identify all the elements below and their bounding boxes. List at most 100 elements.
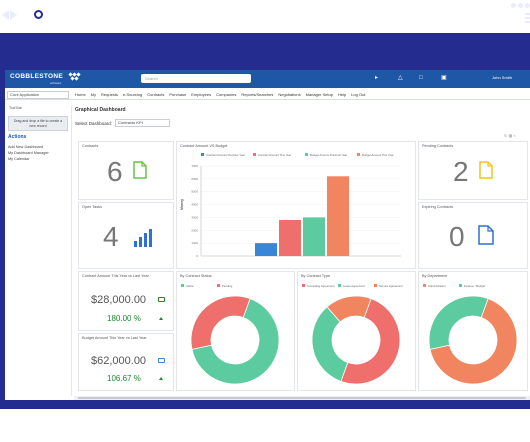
message-icon[interactable]: □ bbox=[419, 75, 423, 81]
main-menu: Home My Requests e-Sourcing Contracts Purchas… bbox=[75, 92, 370, 97]
window-dot-icon bbox=[518, 3, 523, 8]
menu-item[interactable]: Log Out bbox=[351, 92, 366, 97]
legend-swatch bbox=[305, 153, 308, 156]
sidebar-link-add-dashboard[interactable]: Add New Dashboard bbox=[8, 145, 44, 149]
legend-label: Lease Agreement bbox=[343, 284, 365, 288]
document-icon bbox=[478, 225, 494, 245]
bar-chart: Contract Amount Previous Year Contract Am… bbox=[180, 153, 401, 258]
menu-item[interactable]: Companies bbox=[216, 92, 237, 97]
bar bbox=[279, 220, 301, 256]
menu-hamburger-icon[interactable] bbox=[525, 17, 530, 19]
menu-item[interactable]: e-Sourcing bbox=[122, 92, 143, 97]
user-name[interactable]: John Smith bbox=[492, 75, 513, 80]
legend-swatch bbox=[374, 284, 377, 287]
menu-item[interactable]: My bbox=[90, 92, 97, 97]
legend-swatch bbox=[201, 153, 204, 156]
menu-item[interactable]: Home bbox=[75, 92, 86, 97]
expiring-contracts-tile[interactable]: Expiring Contracts 0 bbox=[418, 202, 528, 269]
page-title: Graphical Dashboard bbox=[75, 107, 126, 113]
notification-bell-icon[interactable]: △ bbox=[398, 75, 403, 81]
bar-chart-icon bbox=[134, 229, 152, 247]
donut-slice bbox=[191, 298, 280, 385]
announcement-icon[interactable]: ▸ bbox=[375, 75, 379, 81]
file-drop-zone[interactable]: Drag and drop a file to create a new rec… bbox=[8, 116, 68, 131]
window-dot-icon bbox=[525, 3, 530, 8]
y-tick-label: 0 bbox=[196, 254, 198, 258]
actions-heading: Actions bbox=[8, 134, 27, 140]
menu-item[interactable]: Requests bbox=[101, 92, 118, 97]
type-donut-chart: Consulting Agreement Lease Agreement Servi… bbox=[302, 284, 403, 385]
menu-item[interactable]: Purchase bbox=[169, 92, 187, 97]
open-tasks-tile[interactable]: Open Tasks 4 bbox=[78, 202, 174, 269]
legend-label: Service Agreement bbox=[379, 284, 403, 288]
legend-swatch bbox=[217, 284, 220, 287]
money-icon bbox=[158, 297, 165, 302]
menu-item[interactable]: Manager Setup bbox=[305, 92, 333, 97]
browser-chrome bbox=[0, 0, 530, 30]
legend-swatch bbox=[459, 284, 462, 287]
horizontal-scrollbar[interactable] bbox=[74, 396, 530, 400]
contract-status-card[interactable]: By Contract Status Active Pending bbox=[176, 271, 295, 391]
y-tick-label: 7000 bbox=[191, 164, 198, 168]
toolbar-label[interactable]: Tool Bar bbox=[9, 106, 22, 110]
y-tick-label: 4000 bbox=[191, 203, 198, 207]
trend-up-icon bbox=[159, 377, 163, 380]
contract-amount-pct: 180.00 % bbox=[107, 314, 141, 323]
browser-address-bar[interactable] bbox=[30, 8, 518, 21]
cart-icon[interactable]: ▣ bbox=[441, 75, 447, 81]
dashboard-select[interactable]: Contracts KPI bbox=[115, 119, 170, 127]
document-icon bbox=[479, 161, 493, 179]
tile-value: 0 bbox=[449, 221, 465, 252]
contract-type-card[interactable]: By Contract Type Consulting Agreement Lea… bbox=[297, 271, 416, 391]
legend-label: Contract Amount This Year bbox=[258, 153, 291, 157]
legend-swatch bbox=[181, 284, 184, 287]
legend-swatch bbox=[338, 284, 341, 287]
legend-swatch bbox=[253, 153, 256, 156]
dashboard-main: Graphical Dashboard Select Dashboard: Co… bbox=[74, 106, 530, 400]
tile-title: Contracts bbox=[82, 144, 99, 148]
cobblestone-logo[interactable]: COBBLESTONE software bbox=[10, 72, 81, 86]
menu-hamburger-icon[interactable] bbox=[525, 21, 530, 23]
bar bbox=[303, 217, 325, 256]
sidebar-link-calendar[interactable]: My Calendar bbox=[8, 157, 30, 161]
bar bbox=[327, 176, 349, 256]
tile-title: Budget Amount This Year vs Last Year bbox=[82, 336, 147, 340]
pending-contracts-tile[interactable]: Pending Contracts 2 bbox=[418, 141, 528, 200]
application-select[interactable]: Core Application bbox=[7, 91, 69, 99]
legend-swatch bbox=[423, 284, 426, 287]
browser-forward-icon[interactable] bbox=[10, 10, 17, 20]
menu-item[interactable]: Negotiations bbox=[278, 92, 301, 97]
chart-title: By Contract Type bbox=[301, 274, 331, 278]
budget-amount-value: $62,000.00 bbox=[91, 355, 147, 367]
contracts-tile[interactable]: Contracts 6 bbox=[78, 141, 174, 200]
menu-item[interactable]: Reports/Searches bbox=[241, 92, 274, 97]
bar bbox=[255, 243, 277, 256]
budget-amount-tile[interactable]: Budget Amount This Year vs Last Year $62… bbox=[78, 333, 174, 391]
tile-value: 2 bbox=[453, 156, 469, 187]
tile-value: 6 bbox=[107, 156, 123, 187]
budget-amount-pct: 106.67 % bbox=[107, 374, 141, 383]
legend-label: Consulting Agreement bbox=[307, 284, 335, 288]
menu-item[interactable]: Contracts bbox=[147, 92, 165, 97]
menu-hamburger-icon[interactable] bbox=[525, 13, 530, 15]
y-tick-label: 6000 bbox=[191, 177, 198, 181]
chart-title: Contract Amount VS Budget bbox=[180, 144, 228, 148]
app-screen: COBBLESTONE software Search ▸ △ □ ▣ John… bbox=[5, 70, 530, 400]
tile-value: 4 bbox=[103, 221, 119, 252]
menu-item[interactable]: Help bbox=[337, 92, 347, 97]
panel-tools-icon[interactable]: ↻ ▦ × bbox=[504, 133, 516, 138]
scrollbar-thumb[interactable] bbox=[78, 397, 526, 399]
legend-label: Contract Amount Previous Year bbox=[206, 153, 245, 157]
search-input[interactable]: Search bbox=[141, 74, 251, 83]
browser-back-icon[interactable] bbox=[2, 10, 9, 20]
department-card[interactable]: By Department Administration Finance / Bu… bbox=[418, 271, 528, 391]
menu-item[interactable]: Employees bbox=[191, 92, 212, 97]
contract-vs-budget-card[interactable]: Contract Amount VS Budget Contract Amoun… bbox=[176, 141, 416, 269]
y-tick-label: 2000 bbox=[191, 228, 198, 232]
sidebar-link-dashboard-manager[interactable]: My Dashboard Manager bbox=[8, 151, 49, 155]
contract-amount-tile[interactable]: Contract Amount This Year vs Last Year $… bbox=[78, 271, 174, 331]
legend-swatch bbox=[357, 153, 360, 156]
legend-label: Pending bbox=[222, 284, 233, 288]
tile-title: Contract Amount This Year vs Last Year bbox=[82, 274, 149, 278]
donut-slice bbox=[326, 295, 372, 323]
